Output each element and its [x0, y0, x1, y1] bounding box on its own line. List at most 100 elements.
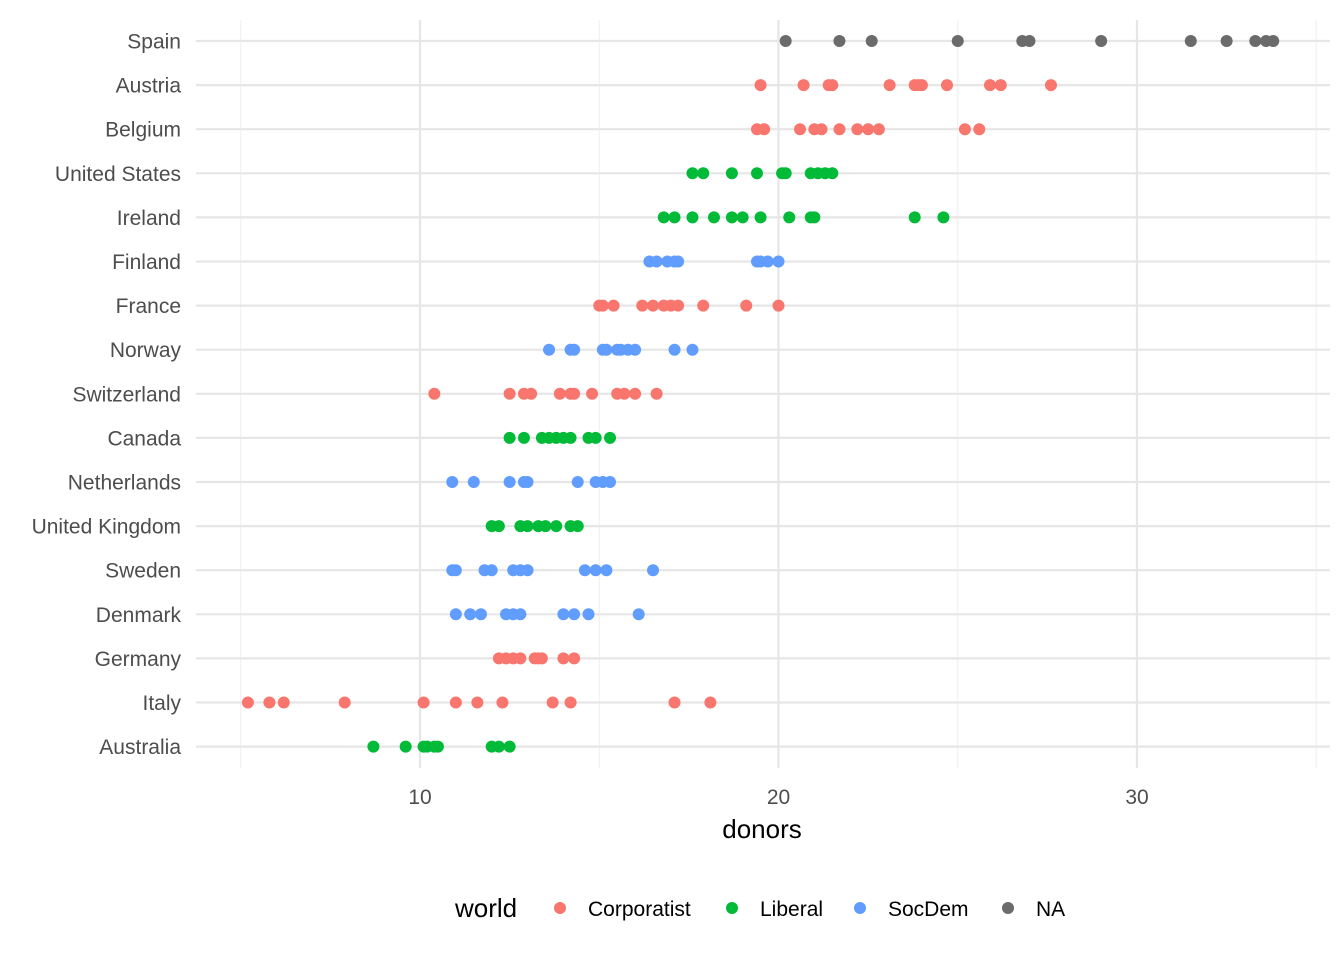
data-point	[503, 431, 516, 444]
x-tick-label: 20	[767, 786, 790, 809]
data-point	[783, 211, 796, 224]
data-point	[951, 35, 964, 47]
data-point	[736, 211, 749, 224]
data-point	[826, 167, 839, 180]
data-point	[428, 387, 441, 400]
data-point	[589, 564, 602, 577]
data-point	[672, 255, 685, 268]
data-point	[492, 520, 505, 533]
data-point	[600, 343, 613, 356]
data-point	[492, 740, 505, 753]
data-point	[833, 123, 846, 136]
data-point	[754, 211, 767, 224]
data-point	[485, 564, 498, 577]
category-label: Belgium	[105, 119, 181, 142]
category-label: Switzerland	[72, 383, 181, 406]
legend-entries: Corporatist Liberal SocDem NA	[554, 898, 1065, 921]
legend-title: world	[454, 893, 517, 923]
category-label: France	[116, 295, 181, 318]
category-label: Finland	[112, 251, 181, 274]
x-axis-tick-labels: 10 20 30	[408, 786, 1148, 809]
data-point	[761, 255, 774, 268]
category-axis-labels: Spain Austria Belgium United States Ireland F…	[32, 31, 182, 760]
data-point	[578, 564, 591, 577]
category-label: Netherlands	[68, 472, 181, 495]
data-point	[1220, 35, 1233, 47]
data-point	[629, 387, 642, 400]
category-label: Ireland	[117, 207, 181, 230]
data-point	[604, 431, 617, 444]
data-point	[915, 79, 928, 92]
data-point	[725, 211, 738, 224]
data-point	[808, 211, 821, 224]
data-point	[833, 35, 846, 47]
data-point	[514, 652, 527, 665]
data-point	[596, 299, 609, 312]
data-point	[1044, 79, 1057, 92]
data-point	[872, 123, 885, 136]
data-point	[668, 696, 681, 709]
data-point	[725, 167, 738, 180]
legend-label: Liberal	[760, 898, 823, 921]
data-point	[973, 123, 986, 136]
data-point	[815, 123, 828, 136]
data-point	[521, 564, 534, 577]
data-point	[539, 520, 552, 533]
data-point	[568, 387, 581, 400]
data-point	[521, 520, 534, 533]
data-point	[277, 696, 290, 709]
data-point	[568, 652, 581, 665]
data-point	[668, 343, 681, 356]
data-point	[740, 299, 753, 312]
data-point	[550, 520, 563, 533]
data-point	[431, 740, 444, 753]
data-point	[417, 696, 430, 709]
data-point	[794, 123, 807, 136]
data-point	[647, 564, 660, 577]
data-point	[471, 696, 484, 709]
category-label: United States	[55, 163, 181, 186]
data-point	[883, 79, 896, 92]
category-label: United Kingdom	[32, 516, 181, 539]
data-point	[1095, 35, 1108, 47]
data-point	[958, 123, 971, 136]
legend-key	[726, 902, 738, 914]
data-point	[632, 608, 645, 621]
data-point	[772, 255, 785, 268]
data-point	[503, 476, 516, 488]
x-axis-title: donors	[722, 814, 802, 844]
data-point	[686, 211, 699, 224]
data-point	[697, 299, 710, 312]
data-point	[464, 608, 477, 621]
data-point	[399, 740, 412, 753]
data-point	[564, 431, 577, 444]
data-point	[553, 387, 566, 400]
data-point	[940, 79, 953, 92]
legend-label: Corporatist	[588, 898, 691, 921]
data-point	[1023, 35, 1036, 47]
data-point	[367, 740, 380, 753]
data-point	[851, 123, 864, 136]
data-point	[937, 211, 950, 224]
data-point	[241, 696, 254, 709]
data-points	[241, 35, 1280, 753]
legend-key	[854, 902, 866, 914]
legend-key	[554, 902, 566, 914]
data-point	[600, 564, 613, 577]
data-point	[449, 696, 462, 709]
category-label: Germany	[95, 648, 182, 671]
data-point	[826, 79, 839, 92]
data-point	[557, 608, 570, 621]
data-point	[589, 431, 602, 444]
data-point	[571, 476, 584, 488]
category-label: Denmark	[96, 604, 182, 627]
data-point	[657, 211, 670, 224]
data-point	[568, 343, 581, 356]
data-point	[525, 387, 538, 400]
legend-label: NA	[1036, 898, 1065, 921]
data-point	[629, 343, 642, 356]
data-point	[647, 299, 660, 312]
data-point	[503, 387, 516, 400]
data-point	[571, 520, 584, 533]
data-point	[672, 299, 685, 312]
